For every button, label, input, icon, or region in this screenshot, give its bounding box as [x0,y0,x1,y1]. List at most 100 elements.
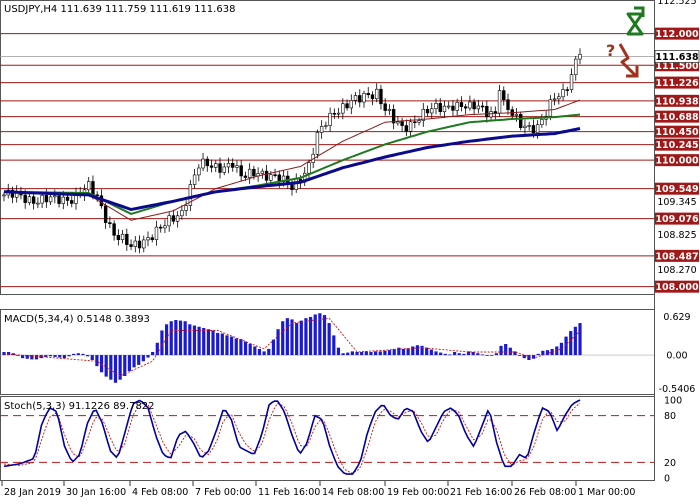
candle-body [205,158,209,167]
price-ohlc-value: 111.639 [60,4,105,15]
macd-bar [439,352,443,356]
x-tick-label: 4 Feb 08:00 [132,487,188,498]
candle-body [531,125,536,134]
macd-bar [401,348,406,356]
x-tick-label: 21 Feb 16:00 [450,487,512,498]
macd-bar [531,355,536,359]
price-panel-frame [0,0,655,295]
candle-body [184,205,188,211]
candle-body [349,100,353,109]
x-tick-label: 30 Jan 16:00 [66,487,126,498]
candle-body [209,165,214,168]
candle-body [53,195,57,198]
candle-body [91,181,95,196]
macd-bar [462,353,466,356]
macd-bar [499,345,503,356]
current-price-label: 111.638 [655,52,699,63]
stoch-tick-label: 80 [664,411,676,422]
macd-bar [206,329,210,356]
candle-body [180,210,184,217]
macd-bar [183,321,187,356]
candle-body [341,103,345,114]
macd-bar [425,347,429,356]
moving-average-line [3,127,581,212]
candle-body [175,215,180,222]
macd-bar [118,355,122,380]
candle-body [188,184,193,206]
candle-body [447,105,451,108]
macd-bar [434,351,438,356]
candle-body [264,170,269,181]
macd-bar [295,323,299,356]
candle-body [485,106,489,118]
stoch-tick-label: 0 [664,474,670,485]
level-label-box [655,76,699,89]
macd-bar [113,355,118,383]
macd-bar [573,326,577,356]
level-label-box [655,138,699,151]
level-label: 108.000 [655,282,699,293]
macd-bar [132,355,136,368]
candle-body [120,233,125,240]
macd-bar [318,313,322,356]
macd-tick-label: 0.629 [663,312,690,323]
up-arrow-icon [626,12,644,36]
macd-bar [99,355,104,373]
candle-body [493,111,497,114]
candle-body [167,215,171,227]
stoch-tick-label: 20 [664,458,676,469]
macd-bar [262,351,266,356]
candle-body [489,111,493,118]
candle-body [332,112,337,115]
macd-bar [267,348,271,356]
macd-bar [313,314,317,356]
candle-body [44,195,49,203]
candle-body [400,121,404,126]
macd-bar [360,352,364,356]
question-mark-label: ? [606,41,615,60]
candle-body [273,174,277,177]
macd-bar [76,353,80,356]
candle-body [548,99,553,117]
candle-body [70,200,74,204]
candle-body [375,88,379,100]
candle-body [171,215,176,222]
candle-body [247,168,252,178]
candle-body [459,102,464,107]
macd-signal-line [3,317,581,377]
price-tick-label: 108.270 [657,265,696,276]
candle-body [421,108,425,121]
candle-body [370,94,375,100]
candle-body [218,163,222,173]
macd-bar [160,330,164,356]
macd-bar [234,338,238,356]
macd-bar [387,350,392,356]
candle-body [108,222,112,224]
price-tick-label: 109.345 [657,197,696,208]
level-label-box [655,27,699,40]
level-label-box [655,212,699,225]
macd-bar [239,339,243,356]
candle-body [235,165,239,168]
candle-body [31,196,36,204]
moving-average-line [3,99,581,221]
macd-bar [257,348,262,356]
macd-bar [490,355,494,356]
level-label-box [655,249,699,262]
candle-body [540,119,544,125]
candle-body [307,162,311,174]
macd-panel: 0.629 0.00 -0.5406 [0,312,695,395]
candle-body [362,93,366,103]
macd-bar [420,345,424,356]
macd-bar [569,331,573,356]
up-arrow-head-icon [634,6,645,17]
candle-body [294,178,298,190]
candle-body [159,226,163,229]
macd-bar [327,323,331,356]
price-tick-label: 112.525 [657,0,696,7]
candle-body [561,89,565,98]
x-tick-label: 7 Feb 00:00 [195,487,251,498]
candle-body [434,103,438,110]
level-label: 110.245 [655,140,698,151]
candle-body [463,106,468,109]
